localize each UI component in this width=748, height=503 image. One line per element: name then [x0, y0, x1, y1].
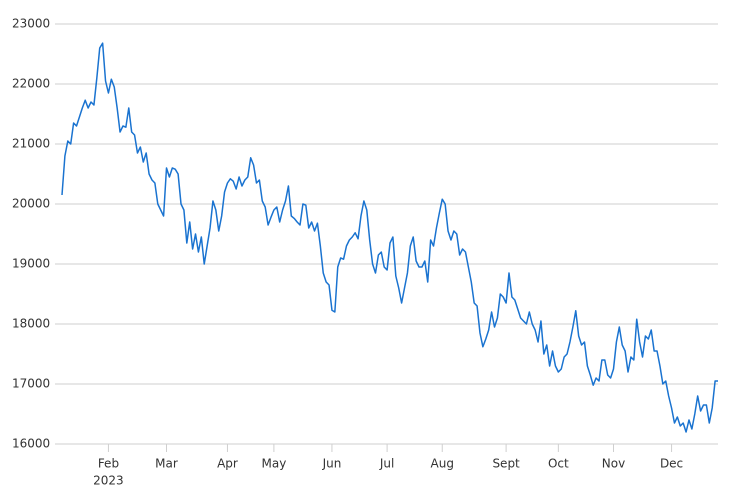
y-tick-label: 19000 — [12, 257, 50, 271]
x-tick-label: Nov — [602, 457, 625, 471]
x-tick-label: Jul — [379, 457, 394, 471]
x-tick-label: Feb — [98, 457, 119, 471]
y-tick-label: 23000 — [12, 17, 50, 31]
y-tick-label: 17000 — [12, 377, 50, 391]
y-tick-label: 16000 — [12, 437, 50, 451]
x-tick-label: Aug — [431, 457, 454, 471]
y-tick-label: 22000 — [12, 77, 50, 91]
x-tick-label: Dec — [660, 457, 683, 471]
x-tick-label: Mar — [155, 457, 178, 471]
x-tick-label: Apr — [217, 457, 238, 471]
x-year-label: 2023 — [93, 474, 124, 488]
x-tick-label: Oct — [548, 457, 569, 471]
y-tick-label: 21000 — [12, 137, 50, 151]
x-tick-label: May — [261, 457, 286, 471]
line — [61, 42, 718, 433]
y-tick-label: 18000 — [12, 317, 50, 331]
x-tick-label: Jun — [322, 457, 342, 471]
y-tick-label: 20000 — [12, 197, 50, 211]
x-tick-label: Sept — [492, 457, 520, 471]
